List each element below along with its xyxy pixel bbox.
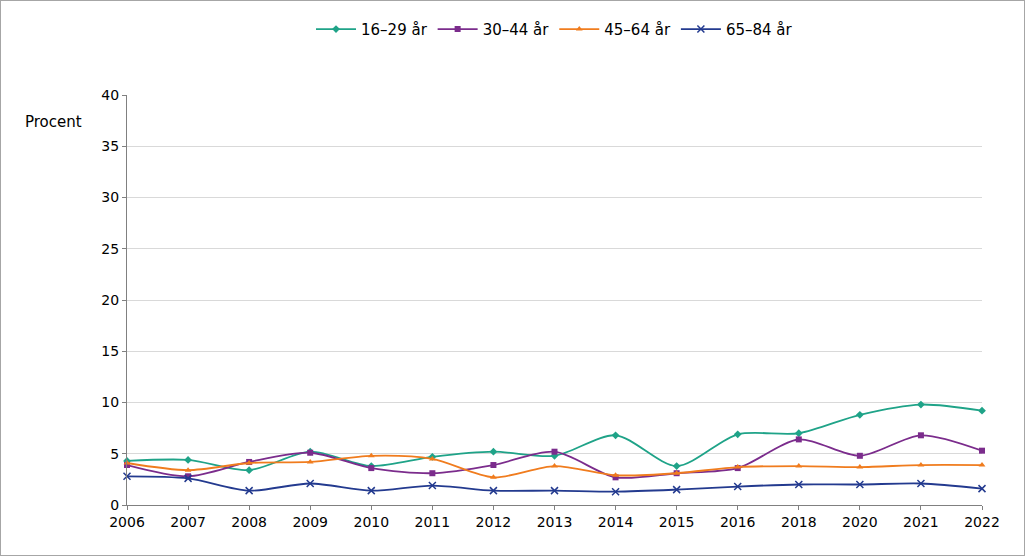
svg-text:2016: 2016 [720, 514, 756, 530]
svg-text:2014: 2014 [598, 514, 634, 530]
svg-text:5: 5 [110, 446, 119, 462]
svg-text:30: 30 [101, 189, 119, 205]
svg-text:2009: 2009 [292, 514, 328, 530]
svg-text:2012: 2012 [476, 514, 512, 530]
svg-text:20: 20 [101, 292, 119, 308]
svg-text:2022: 2022 [964, 514, 1000, 530]
svg-text:2010: 2010 [353, 514, 389, 530]
svg-text:0: 0 [110, 497, 119, 513]
svg-text:65–84 år: 65–84 år [726, 21, 793, 39]
svg-text:2006: 2006 [109, 514, 145, 530]
svg-text:10: 10 [101, 394, 119, 410]
svg-text:2018: 2018 [781, 514, 817, 530]
svg-text:2015: 2015 [659, 514, 695, 530]
svg-text:2021: 2021 [903, 514, 939, 530]
svg-text:2007: 2007 [170, 514, 206, 530]
svg-text:2011: 2011 [415, 514, 451, 530]
svg-text:Procent: Procent [25, 113, 82, 131]
svg-text:35: 35 [101, 138, 119, 154]
svg-text:30–44 år: 30–44 år [483, 21, 550, 39]
svg-text:15: 15 [101, 343, 119, 359]
svg-text:25: 25 [101, 241, 119, 257]
svg-text:16–29 år: 16–29 år [361, 21, 428, 39]
svg-text:45–64 år: 45–64 år [604, 21, 671, 39]
svg-text:2013: 2013 [537, 514, 573, 530]
svg-text:2020: 2020 [842, 514, 878, 530]
svg-text:2008: 2008 [231, 514, 267, 530]
svg-text:40: 40 [101, 87, 119, 103]
